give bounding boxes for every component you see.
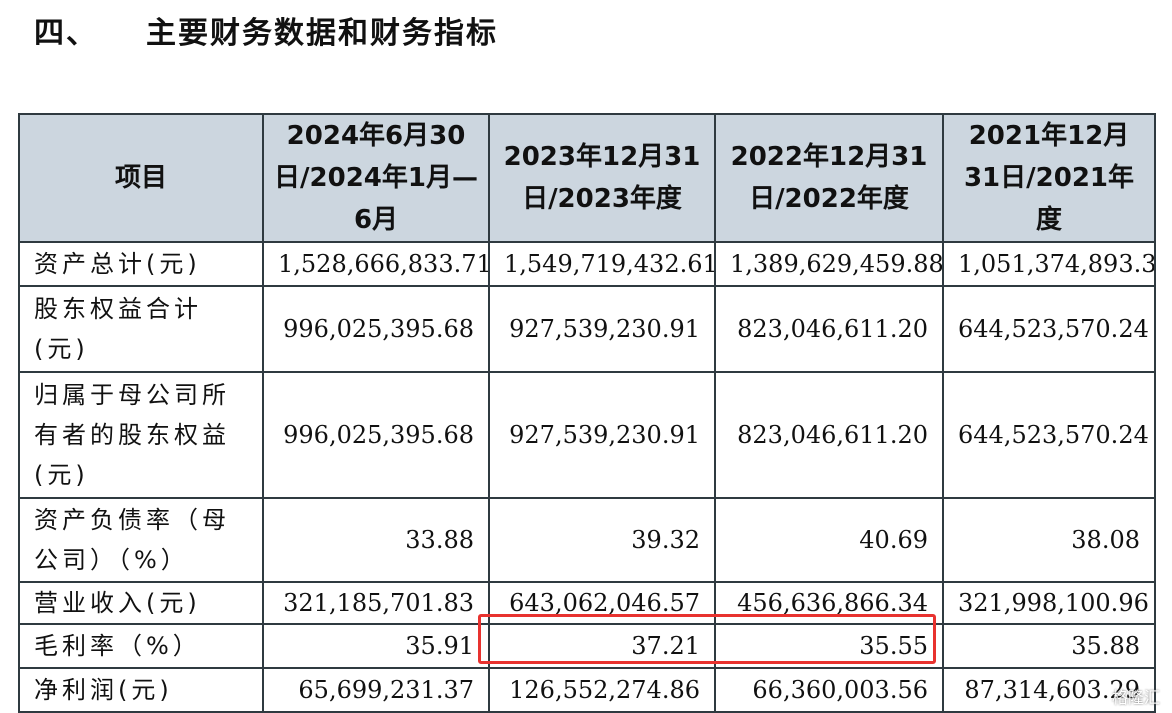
cell-value: 643,062,046.57 bbox=[488, 581, 716, 625]
cell-value: 644,523,570.24 bbox=[942, 371, 1156, 499]
row-label: 资产负债率（母公司）（%） bbox=[18, 497, 264, 583]
cell-value: 644,523,570.24 bbox=[942, 285, 1156, 373]
cell-value: 321,998,100.96 bbox=[942, 581, 1156, 625]
cell-value: 456,636,866.34 bbox=[714, 581, 944, 625]
table-row: 股东权益合计(元) 996,025,395.68 927,539,230.91 … bbox=[18, 285, 1156, 373]
cell-value: 40.69 bbox=[714, 497, 944, 583]
cell-value: 1,389,629,459.88 bbox=[714, 241, 944, 287]
cell-value: 996,025,395.68 bbox=[262, 285, 490, 373]
row-label: 毛利率（%） bbox=[18, 623, 264, 669]
header-2024h1: 2024年6月30日/2024年1月—6月 bbox=[262, 113, 490, 243]
row-label: 营业收入(元) bbox=[18, 581, 264, 625]
table-row: 营业收入(元) 321,185,701.83 643,062,046.57 45… bbox=[18, 581, 1156, 625]
cell-value: 823,046,611.20 bbox=[714, 285, 944, 373]
cell-value: 35.88 bbox=[942, 623, 1156, 669]
cell-value: 927,539,230.91 bbox=[488, 371, 716, 499]
table-row: 毛利率（%） 35.91 37.21 35.55 35.88 bbox=[18, 623, 1156, 669]
row-label: 归属于母公司所有者的股东权益(元) bbox=[18, 371, 264, 499]
cell-value: 87,314,603.29 bbox=[942, 667, 1156, 713]
financial-table-wrapper: 项目 2024年6月30日/2024年1月—6月 2023年12月31日/202… bbox=[18, 113, 1156, 713]
cell-value: 823,046,611.20 bbox=[714, 371, 944, 499]
cell-value: 38.08 bbox=[942, 497, 1156, 583]
table-header-row: 项目 2024年6月30日/2024年1月—6月 2023年12月31日/202… bbox=[18, 113, 1156, 243]
cell-value: 33.88 bbox=[262, 497, 490, 583]
cell-value: 35.55 bbox=[714, 623, 944, 669]
cell-value: 927,539,230.91 bbox=[488, 285, 716, 373]
section-number: 四、 bbox=[34, 16, 98, 51]
header-2023: 2023年12月31日/2023年度 bbox=[488, 113, 716, 243]
header-2021: 2021年12月31日/2021年度 bbox=[942, 113, 1156, 243]
cell-value: 37.21 bbox=[488, 623, 716, 669]
cell-value: 996,025,395.68 bbox=[262, 371, 490, 499]
table-row: 净利润(元) 65,699,231.37 126,552,274.86 66,3… bbox=[18, 667, 1156, 713]
section-heading: 四、 主要财务数据和财务指标 bbox=[34, 8, 498, 52]
watermark: 格隆汇 bbox=[1111, 688, 1160, 707]
cell-value: 1,549,719,432.61 bbox=[488, 241, 716, 287]
cell-value: 39.32 bbox=[488, 497, 716, 583]
table-row: 资产负债率（母公司）（%） 33.88 39.32 40.69 38.08 bbox=[18, 497, 1156, 583]
cell-value: 321,185,701.83 bbox=[262, 581, 490, 625]
row-label: 资产总计(元) bbox=[18, 241, 264, 287]
cell-value: 35.91 bbox=[262, 623, 490, 669]
cell-value: 65,699,231.37 bbox=[262, 667, 490, 713]
header-item: 项目 bbox=[18, 113, 264, 243]
row-label: 股东权益合计(元) bbox=[18, 285, 264, 373]
row-label: 净利润(元) bbox=[18, 667, 264, 713]
header-2022: 2022年12月31日/2022年度 bbox=[714, 113, 944, 243]
table-row: 资产总计(元) 1,528,666,833.71 1,549,719,432.6… bbox=[18, 241, 1156, 287]
cell-value: 1,528,666,833.71 bbox=[262, 241, 490, 287]
cell-value: 126,552,274.86 bbox=[488, 667, 716, 713]
cell-value: 66,360,003.56 bbox=[714, 667, 944, 713]
section-title: 主要财务数据和财务指标 bbox=[146, 16, 498, 51]
cell-value: 1,051,374,893.31 bbox=[942, 241, 1156, 287]
table-row: 归属于母公司所有者的股东权益(元) 996,025,395.68 927,539… bbox=[18, 371, 1156, 499]
financial-data-table: 项目 2024年6月30日/2024年1月—6月 2023年12月31日/202… bbox=[18, 113, 1156, 713]
